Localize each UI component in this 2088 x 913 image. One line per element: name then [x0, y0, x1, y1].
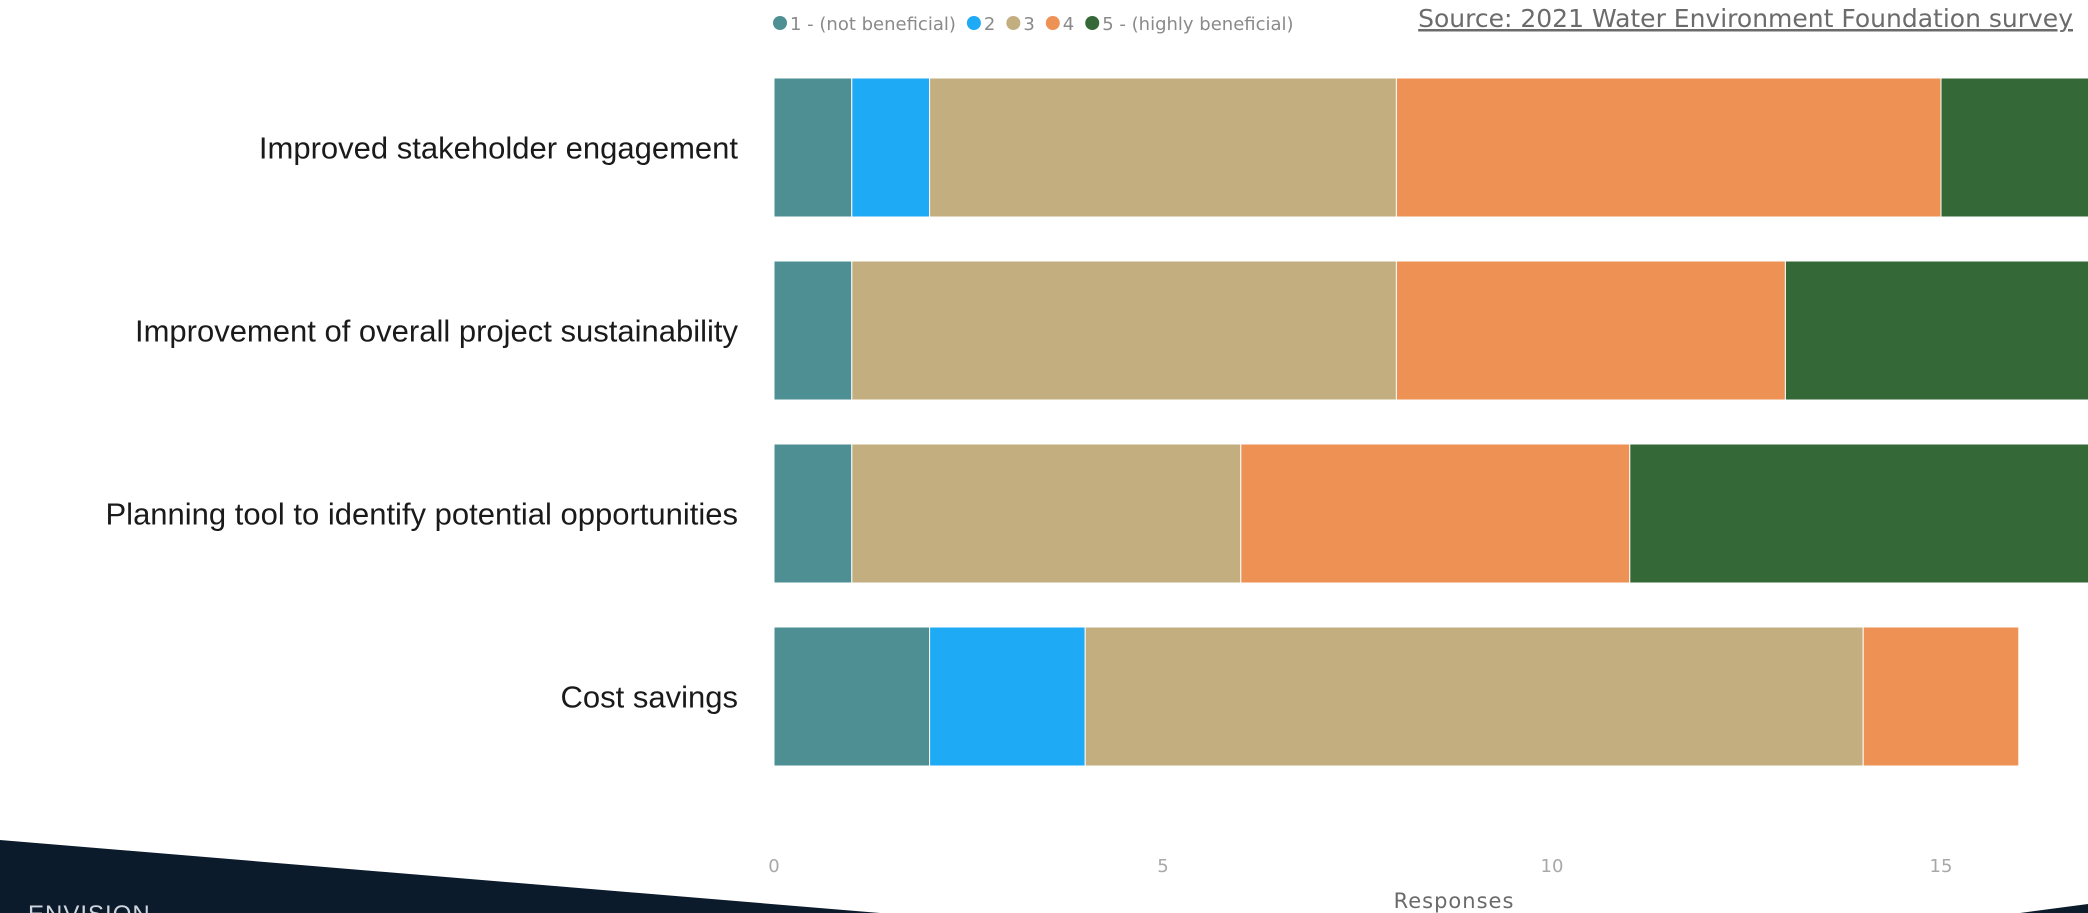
bar-row3-series4 [1240, 443, 1631, 584]
x-tick-label: 5 [1157, 856, 1168, 877]
legend-marker-3 [1006, 16, 1021, 30]
bar-row3-series1 [773, 443, 853, 584]
bar-row2-series5 [1784, 260, 2088, 401]
legend: 1 - (not beneficial) 2 3 4 5 - (highly benef… [773, 14, 1294, 35]
bar-row1-series3 [929, 77, 1397, 218]
x-tick-label: 0 [768, 856, 779, 877]
legend-label-1: 1 - (not beneficial) [790, 14, 956, 35]
bar-row2-series3 [851, 260, 1397, 401]
legend-marker-4 [1045, 16, 1060, 30]
legend-label-5: 5 - (highly beneficial) [1102, 14, 1293, 35]
bar-row1-series4 [1395, 77, 1942, 218]
legend-label-2: 2 [984, 14, 995, 35]
x-axis-ticks: 0 5 10 15 [768, 856, 1952, 877]
legend-label-3: 3 [1023, 14, 1034, 35]
legend-marker-2 [966, 16, 981, 30]
category-labels: Improved stakeholder engagement Improveme… [106, 131, 739, 715]
footer-band: ENVISION [0, 840, 2088, 913]
bar-row3-series5 [1629, 443, 2088, 584]
category-label-1: Improved stakeholder engagement [259, 131, 738, 166]
bar-row4-series2 [929, 626, 1086, 767]
bar-row3-series3 [851, 443, 1242, 584]
category-label-3: Planning tool to identify potential oppo… [106, 497, 739, 532]
bar-row4-series3 [1084, 626, 1864, 767]
legend-marker-1 [773, 16, 787, 30]
bar-row1-series1 [773, 77, 853, 218]
bar-row2-series1 [773, 260, 853, 401]
x-tick-label: 10 [1541, 856, 1564, 877]
x-tick-label: 15 [1930, 856, 1953, 877]
legend-marker-5 [1085, 16, 1100, 30]
bars [773, 77, 2088, 767]
x-axis-title: Responses [1394, 889, 1515, 913]
bar-row1-series2 [851, 77, 931, 218]
category-label-2: Improvement of overall project sustainab… [135, 314, 739, 349]
footer-dark-band [0, 840, 880, 913]
source-text[interactable]: Source: 2021 Water Environment Foundatio… [1418, 4, 2073, 33]
bar-row4-series1 [773, 626, 931, 767]
bar-row4-series4 [1862, 626, 2020, 767]
bar-row2-series4 [1395, 260, 1786, 401]
bar-row1-series5 [1940, 77, 2088, 218]
category-label-4: Cost savings [561, 680, 738, 715]
footer-accent-band [2020, 904, 2088, 913]
footer-brand-text: ENVISION [28, 901, 151, 913]
legend-label-4: 4 [1063, 14, 1074, 35]
